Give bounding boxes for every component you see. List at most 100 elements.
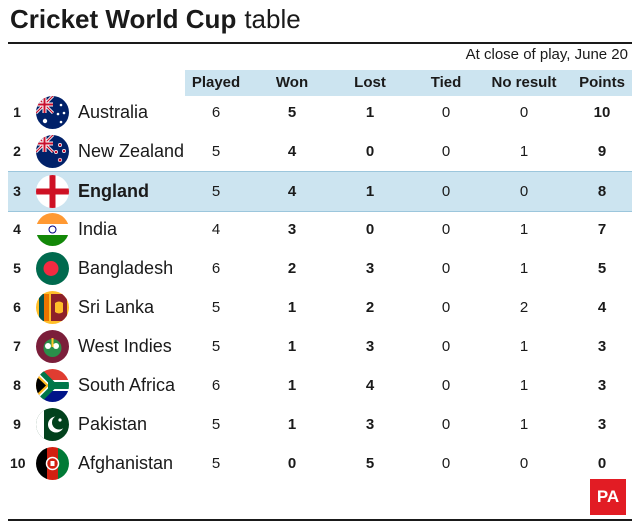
won-cell: 2 [287, 260, 297, 277]
won-cell: 1 [287, 416, 297, 433]
afghanistan-flag-icon [36, 447, 69, 480]
rank: 3 [13, 183, 21, 199]
won-cell: 1 [287, 377, 297, 394]
no-result-cell: 1 [519, 260, 529, 277]
column-header-won: Won [275, 74, 309, 91]
rank: 1 [13, 104, 21, 120]
points-cell: 3 [597, 416, 607, 433]
rank: 5 [13, 260, 21, 276]
lost-cell: 4 [365, 377, 375, 394]
sri-lanka-flag-icon [36, 291, 69, 324]
header-band [185, 70, 632, 96]
subtitle: At close of play, June 20 [465, 46, 628, 63]
column-header-lost: Lost [354, 74, 386, 91]
page-title: Cricket World Cup table [10, 4, 301, 38]
team-name: Afghanistan [78, 453, 174, 473]
points-cell: 7 [597, 221, 607, 238]
india-flag-icon [36, 213, 69, 246]
won-cell: 4 [287, 183, 297, 200]
column-header-tied: Tied [430, 74, 462, 91]
won-cell: 5 [287, 104, 297, 121]
team-name: New Zealand [78, 141, 185, 161]
title-bold: Cricket World Cup [10, 4, 237, 34]
no-result-cell: 0 [519, 183, 529, 200]
lost-cell: 2 [365, 299, 375, 316]
team-name: Sri Lanka [78, 297, 155, 317]
column-header-no-result: No result [491, 74, 557, 91]
played-cell: 5 [211, 416, 221, 433]
won-cell: 1 [287, 338, 297, 355]
played-cell: 6 [211, 260, 221, 277]
won-cell: 3 [287, 221, 297, 238]
tied-cell: 0 [441, 221, 451, 238]
table-row: 8 South Africa 6 1 4 0 1 3 [8, 366, 632, 405]
team-name: India [78, 219, 118, 239]
no-result-cell: 1 [519, 416, 529, 433]
team-name: Bangladesh [78, 258, 174, 278]
column-header-points: Points [579, 74, 625, 91]
points-cell: 5 [597, 260, 607, 277]
tied-cell: 0 [441, 143, 451, 160]
table-row: 4 India 4 3 0 0 1 7 [8, 210, 632, 249]
won-cell: 1 [287, 299, 297, 316]
played-cell: 5 [211, 455, 221, 472]
bottom-divider [8, 519, 632, 521]
lost-cell: 0 [365, 221, 375, 238]
played-cell: 5 [211, 299, 221, 316]
team-name: South Africa [78, 375, 176, 395]
points-cell: 3 [597, 377, 607, 394]
pakistan-flag-icon [36, 408, 69, 441]
rank: 4 [13, 221, 21, 237]
table-row: 3 England 5 4 1 0 0 8 [8, 171, 632, 212]
won-cell: 0 [287, 455, 297, 472]
no-result-cell: 0 [519, 104, 529, 121]
played-cell: 4 [211, 221, 221, 238]
played-cell: 5 [211, 143, 221, 160]
lost-cell: 3 [365, 416, 375, 433]
won-cell: 4 [287, 143, 297, 160]
lost-cell: 3 [365, 260, 375, 277]
england-flag-icon [36, 175, 69, 208]
points-cell: 4 [597, 299, 607, 316]
no-result-cell: 1 [519, 143, 529, 160]
no-result-cell: 1 [519, 338, 529, 355]
team-name: Pakistan [78, 414, 148, 434]
title-light: table [244, 4, 301, 34]
played-cell: 6 [211, 377, 221, 394]
new-zealand-flag-icon [36, 135, 69, 168]
table-row: 1 Australia 6 5 1 0 0 10 [8, 93, 632, 132]
team-name: England [78, 181, 149, 201]
table-row: 5 Bangladesh 6 2 3 0 1 5 [8, 249, 632, 288]
points-cell: 8 [597, 183, 607, 200]
no-result-cell: 1 [519, 377, 529, 394]
tied-cell: 0 [441, 416, 451, 433]
rank: 2 [13, 143, 21, 159]
played-cell: 5 [211, 183, 221, 200]
table-row: 2 New Zealand 5 4 0 0 1 9 [8, 132, 632, 171]
column-header-played: Played [191, 74, 241, 91]
points-cell: 10 [593, 104, 611, 121]
rank: 10 [10, 455, 26, 471]
no-result-cell: 0 [519, 455, 529, 472]
tied-cell: 0 [441, 260, 451, 277]
table-row: 6 Sri Lanka 5 1 2 0 2 4 [8, 288, 632, 327]
tied-cell: 0 [441, 377, 451, 394]
lost-cell: 0 [365, 143, 375, 160]
pa-logo: PA [590, 479, 626, 515]
points-cell: 3 [597, 338, 607, 355]
tied-cell: 0 [441, 299, 451, 316]
lost-cell: 1 [365, 183, 375, 200]
west-indies-flag-icon [36, 330, 69, 363]
lost-cell: 5 [365, 455, 375, 472]
team-name: West Indies [78, 336, 172, 356]
rank: 6 [13, 299, 21, 315]
top-divider [8, 42, 632, 44]
table-row: 10 Afghanistan 5 0 5 0 0 0 [8, 444, 632, 483]
rank: 8 [13, 377, 21, 393]
bangladesh-flag-icon [36, 252, 69, 285]
lost-cell: 1 [365, 104, 375, 121]
rank: 7 [13, 338, 21, 354]
tied-cell: 0 [441, 338, 451, 355]
played-cell: 5 [211, 338, 221, 355]
tied-cell: 0 [441, 104, 451, 121]
